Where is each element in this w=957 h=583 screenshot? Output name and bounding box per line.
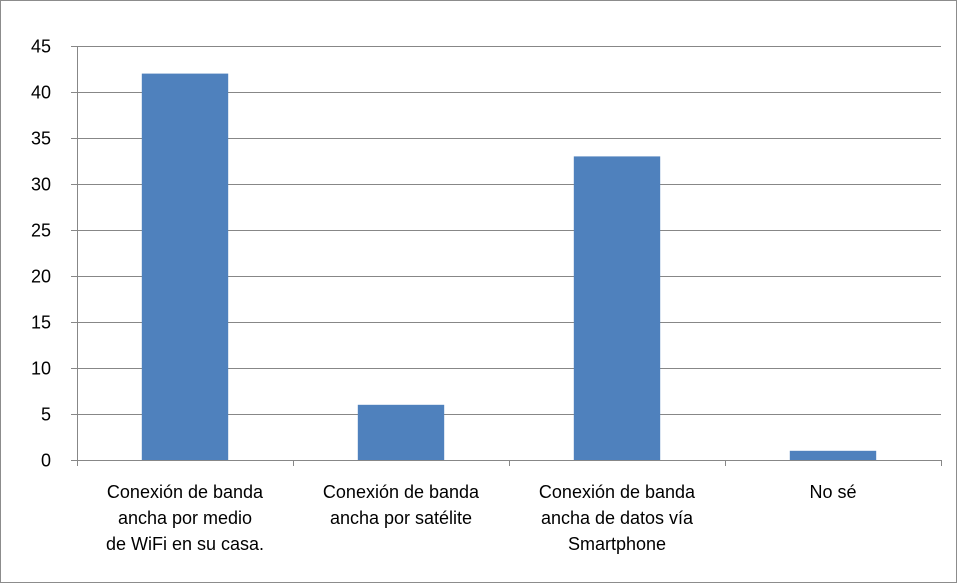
y-tick-label: 5 (41, 405, 51, 425)
y-tick-label: 20 (31, 267, 51, 287)
x-category-label: No sé (809, 482, 856, 502)
bar-1 (141, 73, 229, 460)
x-category-label-line: de WiFi en su casa. (106, 534, 264, 554)
x-category-label: Conexión de banda ancha de datos vía Smart… (539, 482, 696, 554)
x-category-label-line: Conexión de banda (323, 482, 480, 502)
x-category-label-line: Smartphone (568, 534, 666, 554)
y-tick-label: 25 (31, 221, 51, 241)
x-category-label-line: ancha por satélite (330, 508, 472, 528)
y-tick-label: 40 (31, 83, 51, 103)
bar-3 (573, 156, 661, 460)
bar-4 (789, 450, 877, 460)
x-category-label: Conexión de banda ancha por satélite (323, 482, 480, 528)
x-category-label-line: Conexión de banda (107, 482, 264, 502)
x-category-label-line: ancha de datos vía (541, 508, 694, 528)
x-category-label: Conexión de banda ancha por medio de WiFi … (106, 482, 264, 554)
bar-2 (357, 404, 445, 460)
y-tick-label: 10 (31, 359, 51, 379)
x-category-label-line: No sé (809, 482, 856, 502)
y-tick-label: 30 (31, 175, 51, 195)
x-category-label-line: Conexión de banda (539, 482, 696, 502)
y-tick-label: 45 (31, 37, 51, 57)
y-tick-label: 0 (41, 451, 51, 471)
y-tick-label: 15 (31, 313, 51, 333)
x-category-label-line: ancha por medio (118, 508, 252, 528)
y-tick-label: 35 (31, 129, 51, 149)
